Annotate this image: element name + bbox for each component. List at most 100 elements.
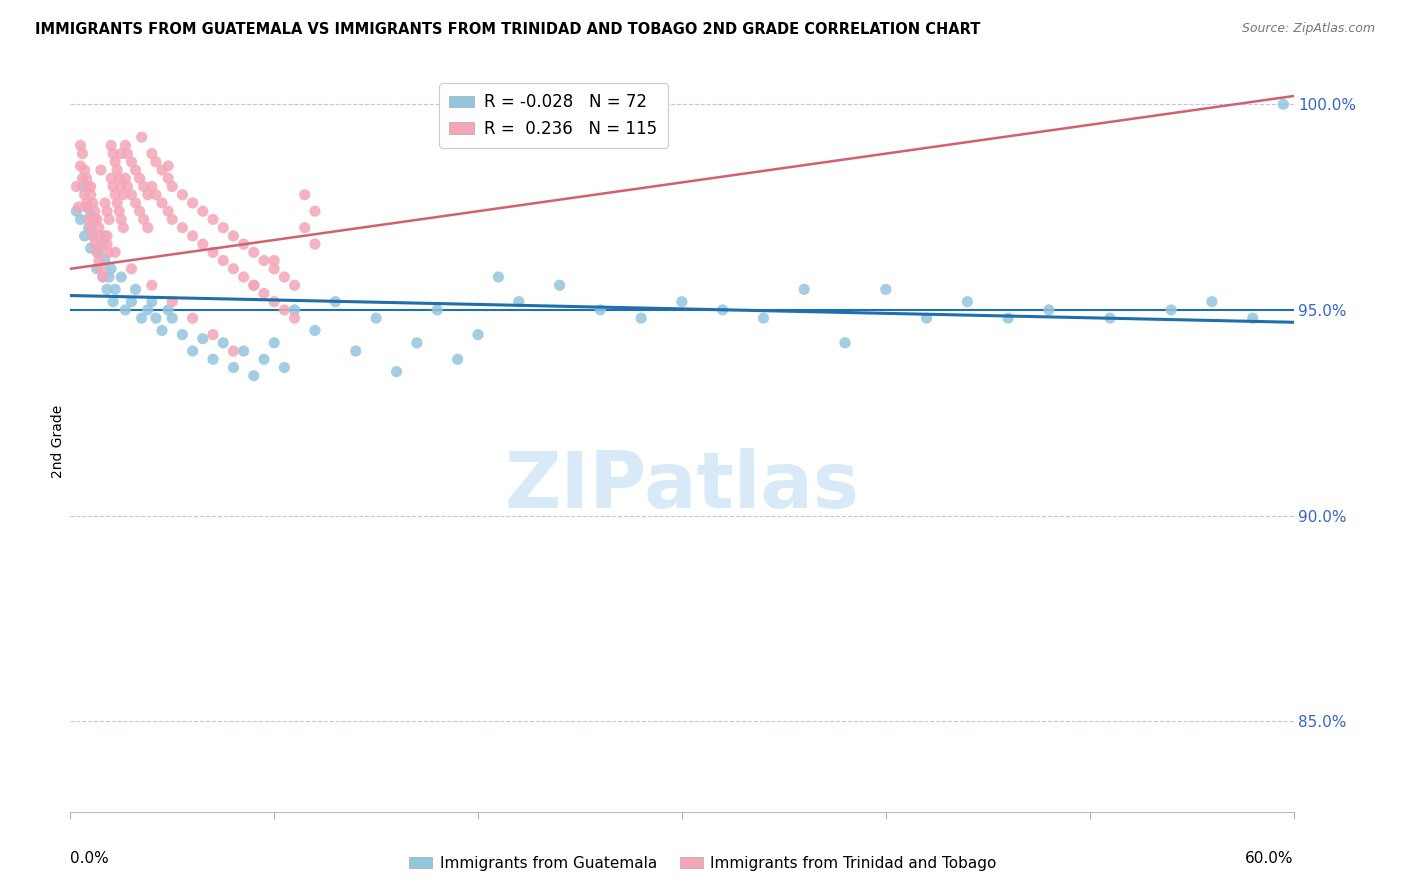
Point — [76, 171, 98, 186]
Point — [488, 270, 510, 285]
Point — [82, 228, 104, 243]
Point — [98, 212, 121, 227]
Point — [96, 282, 118, 296]
Text: 0.0%: 0.0% — [70, 851, 110, 865]
Text: ZIPatlas: ZIPatlas — [505, 448, 859, 524]
Point — [1201, 294, 1223, 309]
Point — [1038, 302, 1060, 317]
Point — [77, 220, 100, 235]
Point — [94, 196, 117, 211]
Point — [83, 204, 105, 219]
Point — [96, 204, 118, 219]
Point — [121, 154, 143, 169]
Point — [114, 138, 136, 153]
Point — [157, 204, 180, 219]
Point — [172, 187, 194, 202]
Point — [105, 163, 128, 178]
Point — [77, 179, 100, 194]
Point — [263, 261, 285, 276]
Point — [132, 212, 155, 227]
Point — [121, 187, 143, 202]
Point — [91, 270, 114, 285]
Point — [191, 237, 214, 252]
Point — [82, 228, 104, 243]
Point — [875, 282, 897, 296]
Point — [90, 163, 112, 178]
Point — [76, 200, 98, 214]
Point — [100, 138, 122, 153]
Point — [90, 261, 112, 276]
Point — [86, 245, 108, 260]
Point — [181, 311, 204, 326]
Point — [121, 261, 143, 276]
Point — [263, 335, 285, 350]
Point — [253, 253, 276, 268]
Point — [273, 270, 295, 285]
Point — [172, 220, 194, 235]
Point — [834, 335, 856, 350]
Point — [222, 261, 245, 276]
Point — [124, 196, 146, 211]
Point — [172, 327, 194, 342]
Point — [426, 302, 449, 317]
Point — [72, 179, 94, 194]
Point — [104, 245, 127, 260]
Point — [323, 294, 347, 309]
Point — [191, 204, 214, 219]
Point — [162, 179, 183, 194]
Point — [253, 286, 276, 301]
Point — [90, 228, 112, 243]
Point — [121, 294, 143, 309]
Point — [100, 261, 122, 276]
Point — [117, 179, 139, 194]
Point — [191, 332, 214, 346]
Point — [114, 171, 136, 186]
Point — [915, 311, 938, 326]
Point — [263, 294, 285, 309]
Point — [79, 187, 103, 202]
Point — [273, 302, 295, 317]
Point — [1099, 311, 1122, 326]
Point — [128, 171, 150, 186]
Point — [243, 245, 266, 260]
Point — [711, 302, 734, 317]
Point — [157, 171, 180, 186]
Point — [1272, 97, 1295, 112]
Text: 60.0%: 60.0% — [1246, 851, 1294, 865]
Point — [112, 187, 135, 202]
Point — [114, 302, 136, 317]
Point — [222, 344, 245, 359]
Point — [104, 282, 127, 296]
Point — [162, 212, 183, 227]
Point — [91, 237, 114, 252]
Point — [150, 163, 173, 178]
Point — [243, 368, 266, 383]
Point — [136, 220, 159, 235]
Point — [157, 302, 180, 317]
Point — [508, 294, 530, 309]
Point — [117, 146, 139, 161]
Point — [69, 138, 91, 153]
Point — [79, 179, 103, 194]
Point — [344, 344, 367, 359]
Point — [136, 187, 159, 202]
Point — [385, 365, 408, 379]
Point — [76, 196, 98, 211]
Point — [86, 212, 108, 227]
Point — [150, 196, 173, 211]
Point — [212, 253, 235, 268]
Point — [232, 344, 254, 359]
Point — [76, 200, 98, 214]
Point — [101, 179, 124, 194]
Point — [304, 204, 326, 219]
Point — [222, 228, 245, 243]
Point — [145, 311, 167, 326]
Point — [273, 360, 295, 375]
Point — [72, 146, 94, 161]
Point — [83, 212, 105, 227]
Point — [141, 278, 163, 293]
Point — [793, 282, 815, 296]
Point — [105, 196, 128, 211]
Point — [79, 220, 103, 235]
Point — [145, 187, 167, 202]
